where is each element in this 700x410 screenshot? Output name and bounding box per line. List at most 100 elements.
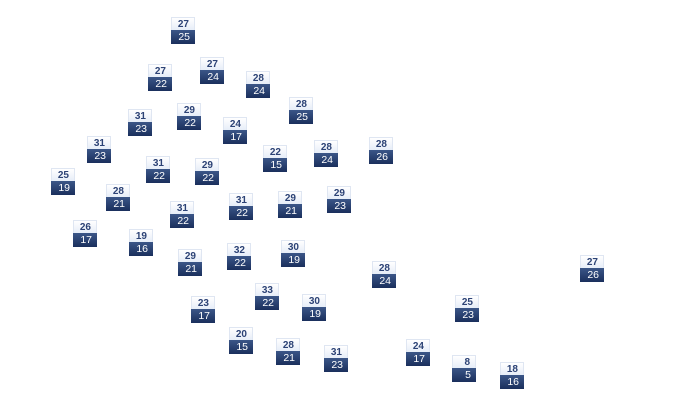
high-temp: 31 (324, 345, 348, 358)
low-temp: 17 (73, 233, 97, 247)
weather-marker[interactable]: 29 22 (177, 103, 201, 131)
low-temp: 5 (452, 368, 476, 382)
weather-marker[interactable]: 28 24 (314, 140, 338, 168)
low-temp: 16 (500, 375, 524, 389)
high-temp: 28 (289, 97, 313, 110)
low-temp: 22 (229, 206, 253, 220)
low-temp: 22 (255, 296, 279, 310)
low-temp: 17 (191, 309, 215, 323)
high-temp: 22 (263, 145, 287, 158)
weather-marker[interactable]: 24 17 (223, 117, 247, 145)
low-temp: 21 (276, 351, 300, 365)
weather-marker[interactable]: 31 23 (128, 109, 152, 137)
weather-marker[interactable]: 29 21 (178, 249, 202, 277)
high-temp: 29 (177, 103, 201, 116)
low-temp: 19 (51, 181, 75, 195)
high-temp: 32 (227, 243, 251, 256)
weather-marker[interactable]: 25 23 (455, 295, 479, 323)
weather-marker[interactable]: 27 24 (200, 57, 224, 85)
weather-marker[interactable]: 23 17 (191, 296, 215, 324)
low-temp: 22 (195, 171, 219, 185)
high-temp: 29 (178, 249, 202, 262)
high-temp: 31 (87, 136, 111, 149)
low-temp: 19 (302, 307, 326, 321)
weather-marker[interactable]: 30 19 (281, 240, 305, 268)
low-temp: 21 (106, 197, 130, 211)
low-temp: 24 (200, 70, 224, 84)
high-temp: 27 (580, 255, 604, 268)
weather-marker[interactable]: 33 22 (255, 283, 279, 311)
low-temp: 22 (148, 77, 172, 91)
high-temp: 31 (128, 109, 152, 122)
weather-marker[interactable]: 29 22 (195, 158, 219, 186)
low-temp: 23 (455, 308, 479, 322)
high-temp: 29 (195, 158, 219, 171)
weather-marker[interactable]: 22 15 (263, 145, 287, 173)
high-temp: 20 (229, 327, 253, 340)
low-temp: 21 (278, 204, 302, 218)
high-temp: 33 (255, 283, 279, 296)
weather-marker[interactable]: 27 26 (580, 255, 604, 283)
weather-marker[interactable]: 18 16 (500, 362, 524, 390)
weather-marker[interactable]: 31 22 (146, 156, 170, 184)
weather-marker[interactable]: 30 19 (302, 294, 326, 322)
low-temp: 26 (369, 150, 393, 164)
low-temp: 19 (281, 253, 305, 267)
weather-marker[interactable]: 29 21 (278, 191, 302, 219)
high-temp: 19 (129, 229, 153, 242)
low-temp: 17 (406, 352, 430, 366)
weather-marker[interactable]: 26 17 (73, 220, 97, 248)
weather-marker[interactable]: 28 26 (369, 137, 393, 165)
low-temp: 26 (580, 268, 604, 282)
high-temp: 28 (314, 140, 338, 153)
high-temp: 24 (406, 339, 430, 352)
high-temp: 29 (278, 191, 302, 204)
weather-marker[interactable]: 27 22 (148, 64, 172, 92)
weather-marker[interactable]: 20 15 (229, 327, 253, 355)
high-temp: 28 (276, 338, 300, 351)
weather-marker[interactable]: 24 17 (406, 339, 430, 367)
high-temp: 30 (302, 294, 326, 307)
weather-marker[interactable]: 31 22 (229, 193, 253, 221)
low-temp: 23 (324, 358, 348, 372)
weather-marker[interactable]: 28 21 (106, 184, 130, 212)
low-temp: 23 (128, 122, 152, 136)
low-temp: 16 (129, 242, 153, 256)
weather-marker[interactable]: 28 21 (276, 338, 300, 366)
low-temp: 22 (170, 214, 194, 228)
low-temp: 25 (171, 30, 195, 44)
high-temp: 25 (51, 168, 75, 181)
high-temp: 31 (170, 201, 194, 214)
high-temp: 28 (372, 261, 396, 274)
low-temp: 15 (229, 340, 253, 354)
high-temp: 27 (148, 64, 172, 77)
weather-marker[interactable]: 28 25 (289, 97, 313, 125)
high-temp: 27 (171, 17, 195, 30)
weather-marker[interactable]: 29 23 (327, 186, 351, 214)
high-temp: 28 (246, 71, 270, 84)
low-temp: 24 (314, 153, 338, 167)
weather-marker[interactable]: 31 23 (87, 136, 111, 164)
low-temp: 23 (327, 199, 351, 213)
high-temp: 30 (281, 240, 305, 253)
low-temp: 22 (177, 116, 201, 130)
weather-marker[interactable]: 31 22 (170, 201, 194, 229)
weather-marker[interactable]: 27 25 (171, 17, 195, 45)
low-temp: 15 (263, 158, 287, 172)
low-temp: 25 (289, 110, 313, 124)
low-temp: 24 (246, 84, 270, 98)
weather-marker[interactable]: 28 24 (372, 261, 396, 289)
weather-marker[interactable]: 31 23 (324, 345, 348, 373)
weather-marker[interactable]: 32 22 (227, 243, 251, 271)
high-temp: 18 (500, 362, 524, 375)
high-temp: 31 (229, 193, 253, 206)
high-temp: 24 (223, 117, 247, 130)
high-temp: 31 (146, 156, 170, 169)
weather-marker[interactable]: 19 16 (129, 229, 153, 257)
low-temp: 21 (178, 262, 202, 276)
weather-marker[interactable]: 28 24 (246, 71, 270, 99)
low-temp: 22 (146, 169, 170, 183)
weather-marker[interactable]: 25 19 (51, 168, 75, 196)
high-temp: 28 (369, 137, 393, 150)
